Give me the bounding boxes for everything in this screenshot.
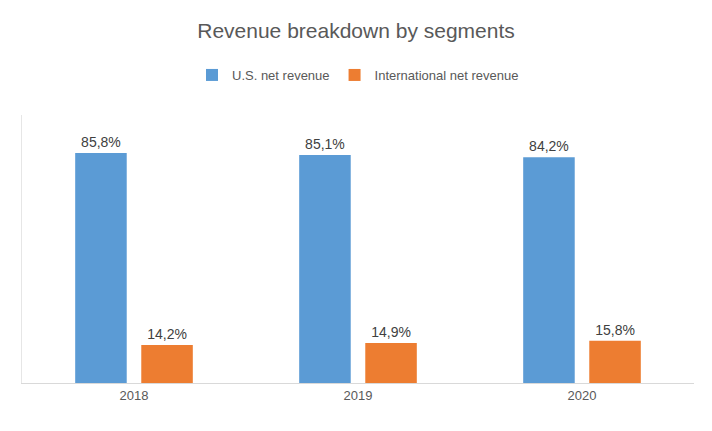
svg-text:14,2%: 14,2% [147,326,187,342]
svg-text:14,9%: 14,9% [371,324,411,340]
svg-text:U.S. net revenue: U.S. net revenue [232,68,330,83]
svg-text:Revenue breakdown by segments: Revenue breakdown by segments [197,19,515,42]
svg-text:2018: 2018 [120,388,149,403]
svg-text:85,8%: 85,8% [81,134,121,150]
svg-text:84,2%: 84,2% [529,138,569,154]
svg-text:2019: 2019 [344,388,373,403]
svg-text:85,1%: 85,1% [305,136,345,152]
svg-text:15,8%: 15,8% [595,322,635,338]
svg-text:International net revenue: International net revenue [375,68,519,83]
svg-text:2020: 2020 [568,388,597,403]
